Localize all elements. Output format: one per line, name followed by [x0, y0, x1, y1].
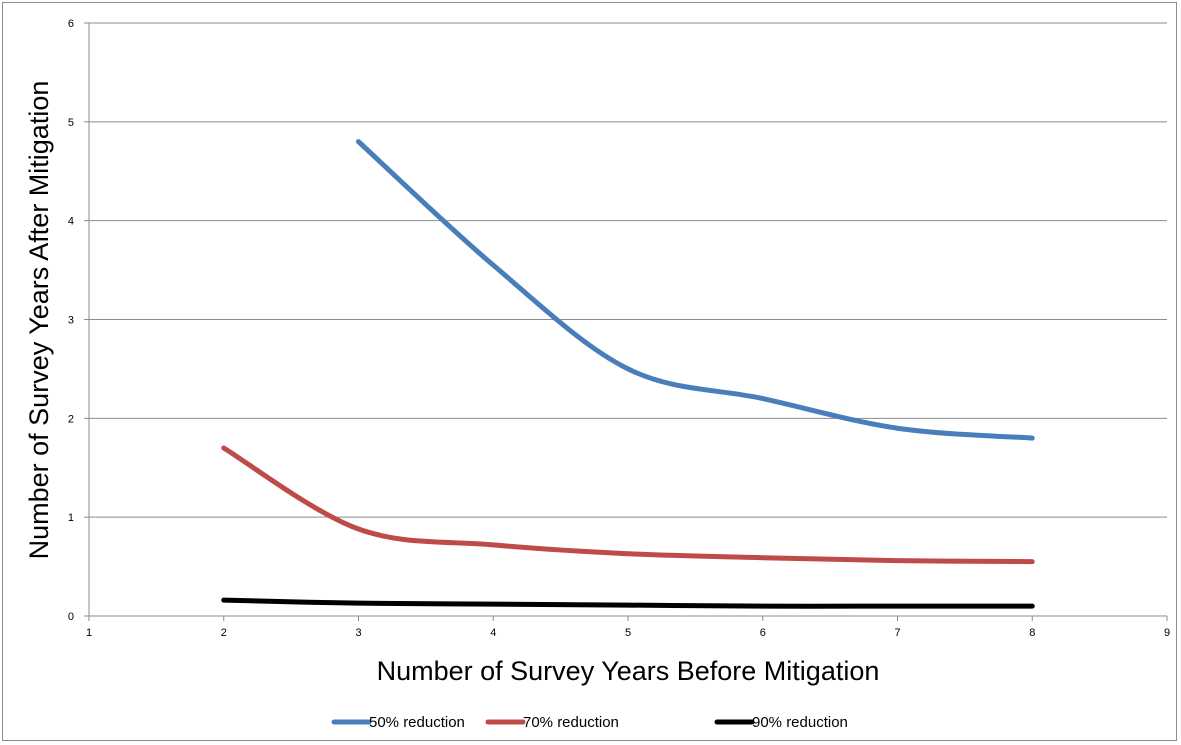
y-tick-label: 4 [68, 216, 74, 228]
y-axis-title: Number of Survey Years After Mitigation [24, 81, 54, 560]
legend-label-50-reduction: 50% reduction [369, 714, 465, 731]
y-tick-label: 5 [68, 117, 74, 129]
y-tick-label: 2 [68, 413, 74, 425]
series-line-70-reduction [221, 445, 1035, 565]
legend-label-90-reduction: 90% reduction [752, 714, 848, 731]
x-tick-label: 1 [86, 627, 92, 639]
series-lines [221, 139, 1035, 609]
x-tick-label: 9 [1164, 627, 1170, 639]
legend: 50% reduction 70% reduction 90% reduction [331, 714, 848, 731]
series-line-90-reduction [221, 597, 1035, 609]
y-tick-label: 1 [68, 512, 74, 524]
x-tick-label: 3 [355, 627, 361, 639]
legend-label-70-reduction: 70% reduction [523, 714, 619, 731]
y-tick-label: 0 [68, 611, 74, 623]
y-tick-labels: 0 1 2 3 4 5 6 [68, 18, 74, 623]
gridlines [89, 22, 1167, 518]
x-tick-label: 7 [894, 627, 900, 639]
y-tick-label: 6 [68, 18, 74, 30]
x-tick-label: 4 [490, 627, 496, 639]
axes [84, 22, 1168, 621]
x-tick-label: 5 [625, 627, 631, 639]
x-tick-label: 2 [221, 627, 227, 639]
x-tick-label: 6 [760, 627, 766, 639]
series-line-50-reduction [356, 139, 1035, 441]
y-tick-label: 3 [68, 315, 74, 327]
x-axis-title: Number of Survey Years Before Mitigation [377, 656, 880, 686]
x-tick-label: 8 [1029, 627, 1035, 639]
x-tick-labels: 1 2 3 4 5 6 7 8 9 [86, 627, 1170, 639]
